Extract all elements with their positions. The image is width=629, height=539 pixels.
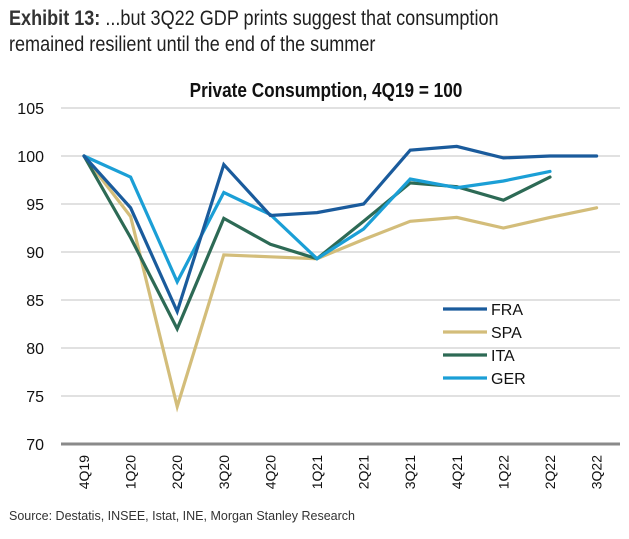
y-tick-label: 105 [17,101,44,118]
x-axis-ticks: 4Q19 1Q20 2Q20 3Q20 4Q20 1Q21 2Q21 3Q21 4Q21 1Q22… [76,455,605,489]
series-line-ger [82,154,552,286]
x-tick-label: 3Q22 [589,455,605,489]
exhibit-header: Exhibit 13: ...but 3Q22 GDP prints sugge… [9,6,559,58]
series-line-ita [82,154,552,333]
series-line-fra [82,144,599,316]
legend-label: GER [491,371,526,388]
header-line-2: remained resilient until the end of the … [9,33,376,56]
legend-item-ger: GER [443,371,526,388]
y-tick-label: 85 [26,293,44,310]
series-line-spa [82,154,599,413]
y-tick-label: 70 [26,437,44,454]
legend-item-fra: FRA [443,302,523,319]
legend: FRA SPA ITA GER [443,302,526,388]
x-tick-label: 3Q20 [216,455,232,489]
x-tick-label: 4Q19 [76,455,92,489]
legend-item-spa: SPA [443,325,522,342]
header-line-1: Exhibit 13: ...but 3Q22 GDP prints sugge… [9,6,559,32]
x-tick-label: 2Q22 [542,455,558,489]
legend-label: SPA [491,325,522,342]
x-tick-label: 1Q22 [495,455,511,489]
source-note: Source: Destatis, INSEE, Istat, INE, Mor… [9,509,355,523]
y-tick-label: 90 [26,245,44,262]
x-tick-label: 4Q20 [262,455,278,489]
exhibit-label: Exhibit 13: [9,7,101,30]
series-lines [82,144,599,413]
x-tick-label: 4Q21 [449,455,465,489]
legend-label: ITA [491,348,515,365]
legend-item-ita: ITA [443,348,515,365]
chart-title: Private Consumption, 4Q19 = 100 [190,79,463,102]
x-tick-label: 2Q21 [356,455,372,489]
x-tick-label: 3Q21 [402,455,418,489]
x-tick-label: 1Q21 [309,455,325,489]
y-tick-label: 80 [26,341,44,358]
legend-label: FRA [491,302,523,319]
y-tick-label: 75 [26,389,44,406]
x-tick-label: 2Q20 [169,455,185,489]
y-tick-label: 100 [17,149,44,166]
y-tick-label: 95 [26,197,44,214]
x-tick-label: 1Q20 [123,455,139,489]
gridlines [61,107,620,446]
exhibit-title-part-1: ...but 3Q22 GDP prints suggest that cons… [100,7,499,30]
y-axis-ticks: 70 75 80 85 90 95 100 105 [17,101,44,454]
